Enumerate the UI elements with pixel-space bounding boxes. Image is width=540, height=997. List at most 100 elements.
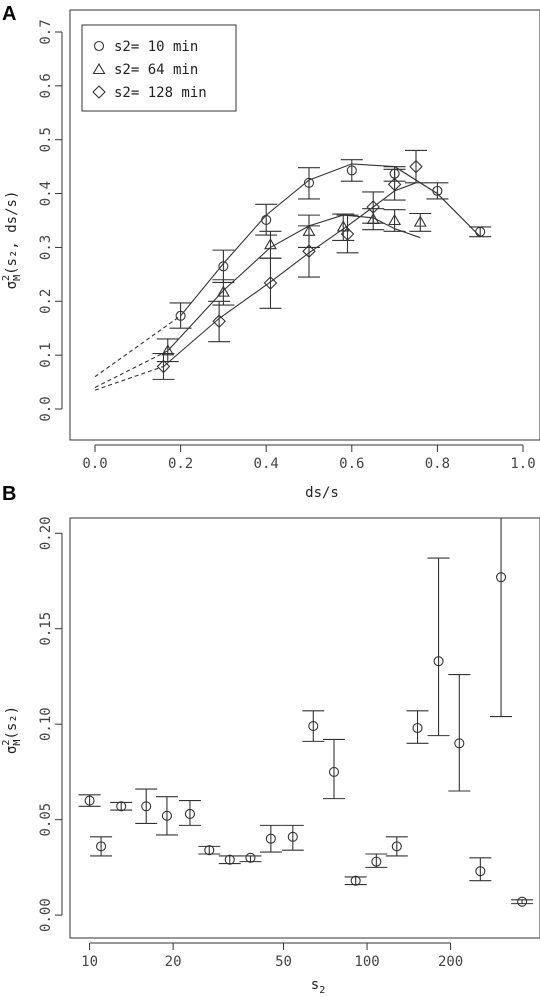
error-bar (406, 710, 429, 744)
circle-point (432, 185, 443, 196)
y-tick-label: 0.1 (38, 342, 54, 367)
error-bar-series-1 (255, 203, 278, 236)
panel-a-x-axis: 0.0 0.2 0.4 0.6 0.8 1.0 (82, 444, 536, 472)
diamond-point (366, 200, 380, 214)
circle-point (287, 831, 298, 842)
error-bar (198, 845, 221, 855)
circle-point (224, 854, 235, 865)
triangle-point (216, 285, 230, 297)
error-bar-series-2 (156, 338, 179, 363)
panel-a-y-label-sigma: σ (4, 281, 20, 289)
panel-a: A 0.00.10.20.30.40.50.60.7 0.0 0.2 0.4 0.6 0… (1, 3, 540, 501)
x-tick-label: 10 (81, 954, 98, 970)
circle-point (261, 214, 272, 226)
error-bar (78, 794, 101, 807)
error-bar (385, 836, 408, 857)
circle-point (433, 656, 444, 667)
error-bar-series-3 (259, 257, 282, 309)
circle-point (204, 845, 215, 856)
panel-a-y-label: σ2M(s₂, ds/s) (1, 191, 23, 290)
error-bar (344, 876, 367, 886)
error-bar-series-3 (336, 214, 359, 254)
triangle-point (264, 238, 277, 250)
circle-point (475, 866, 486, 877)
circle-point (161, 810, 172, 821)
triangle-point (336, 220, 350, 232)
diamond-point (212, 314, 226, 328)
triangle-point (388, 213, 402, 226)
error-bar (110, 801, 133, 811)
fit-curve-series-1 (180, 163, 481, 317)
error-bar (239, 855, 262, 863)
diamond-point (387, 177, 402, 192)
error-bar-series-3 (208, 300, 231, 343)
error-bar (302, 710, 325, 742)
circle-point (116, 801, 127, 812)
error-bar (90, 836, 113, 857)
error-bar-series-3 (298, 225, 320, 278)
panel-a-data-points (152, 149, 492, 380)
y-tick-label: 0.5 (38, 127, 54, 152)
circle-point (371, 856, 382, 867)
error-bar-series-2 (383, 209, 406, 232)
circle-point (517, 896, 528, 907)
error-bar (178, 799, 201, 826)
legend-entry-1: s2= 10 min (114, 39, 198, 55)
panel-b-x-label: s2 (311, 977, 325, 996)
error-bar (365, 853, 388, 868)
legend-triangle-marker (92, 62, 106, 75)
panel-b-x-label-base: s (311, 977, 319, 993)
y-tick-label: 0.10 (38, 707, 54, 741)
legend-circle-marker (93, 40, 105, 52)
circle-point (350, 875, 361, 886)
circle-point (141, 801, 152, 812)
x-tick-label: 1.0 (510, 456, 535, 472)
circle-point (346, 165, 357, 176)
x-tick-label: 0.4 (254, 456, 279, 472)
diamond-point (156, 359, 171, 374)
panel-a-fit-curves (94, 163, 481, 391)
circle-point (303, 177, 315, 188)
panel-b: B 0.000.050.100.150.20 10 20 50 100 200 s2 σ… (1, 483, 540, 996)
y-tick-label: 0.2 (38, 289, 54, 314)
panel-b-y-label: σ2M(s₂) (1, 706, 23, 754)
x-tick-label: 0.8 (425, 456, 450, 472)
circle-point (175, 310, 186, 321)
y-tick-label: 0.05 (38, 803, 54, 837)
error-bar (469, 857, 492, 882)
circle-point (495, 572, 507, 583)
circle-point (412, 722, 423, 734)
diamond-point (340, 227, 355, 241)
error-bar-series-1 (298, 167, 320, 200)
diamond-point (409, 159, 423, 174)
circle-point (218, 261, 229, 272)
x-tick-label: 200 (438, 954, 463, 970)
y-tick-label: 0.7 (38, 19, 54, 44)
extrapolation-series-1 (94, 315, 181, 378)
circle-point (84, 795, 95, 806)
x-tick-label: 0.6 (339, 456, 364, 472)
error-bar (490, 518, 513, 718)
fit-curve-series-2 (167, 214, 421, 352)
panel-b-plot-frame (69, 517, 540, 939)
error-bar (155, 796, 178, 836)
y-tick-label: 0.15 (38, 612, 54, 646)
error-bar (322, 738, 345, 800)
circle-point (96, 841, 107, 852)
error-bar (135, 788, 158, 825)
panel-a-y-label-sup: 2 (1, 275, 12, 281)
panel-b-y-label-sup: 2 (1, 740, 12, 746)
circle-point (245, 852, 256, 863)
legend-entry-3: s2= 128 min (114, 85, 207, 101)
x-tick-label: 0.0 (82, 456, 107, 472)
panel-b-x-label-sub: 2 (319, 985, 325, 996)
panel-a-plot-frame (69, 9, 540, 441)
panel-a-y-axis: 0.0 0.1 0.2 0.3 0.4 0.5 0.6 0.7 (38, 19, 63, 422)
triangle-point (413, 215, 427, 227)
error-bar-series-3 (152, 352, 175, 380)
circle-point (328, 766, 340, 777)
panel-b-label: B (2, 483, 16, 505)
legend-entry-2: s2= 64 min (114, 62, 198, 78)
error-bar (281, 824, 304, 851)
